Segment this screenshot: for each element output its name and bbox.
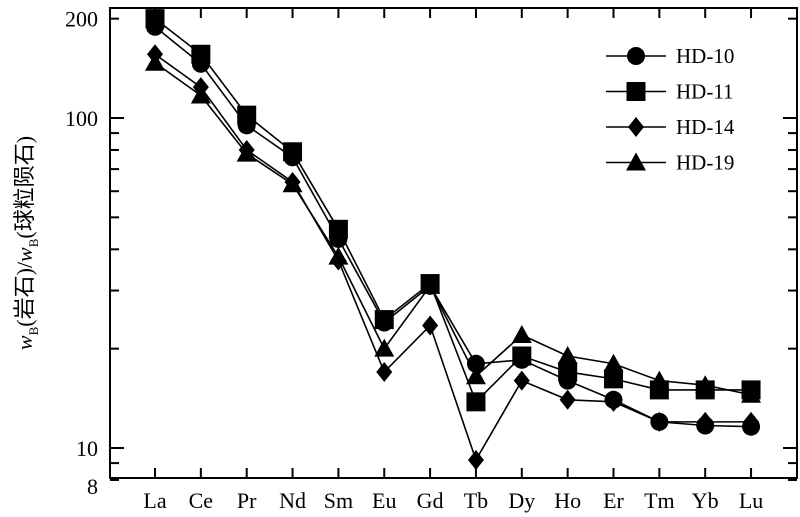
x-tick-label: Lu xyxy=(739,488,763,513)
data-point-hd-11 xyxy=(237,105,257,125)
legend-label: HD-10 xyxy=(676,44,734,68)
data-point-hd-14 xyxy=(422,315,439,336)
data-point-hd-11 xyxy=(191,44,211,64)
data-point-hd-10 xyxy=(466,354,485,373)
x-tick-label: Eu xyxy=(372,488,396,513)
x-tick-label: Er xyxy=(603,488,624,513)
legend-marker xyxy=(628,117,644,137)
y-axis-title-sub1: B xyxy=(26,326,41,335)
data-point-hd-19 xyxy=(145,52,165,71)
x-tick-label: Gd xyxy=(417,488,444,513)
x-tick-label: Pr xyxy=(237,488,257,513)
data-point-hd-19 xyxy=(236,143,257,162)
data-point-hd-11 xyxy=(512,346,532,366)
legend-marker xyxy=(626,82,646,101)
data-point-hd-11 xyxy=(374,310,394,330)
legend: HD-10 HD-11 HD-14 HD-19 xyxy=(606,44,735,175)
data-point-hd-19 xyxy=(465,366,486,385)
data-point-hd-19 xyxy=(649,370,670,389)
legend-label: HD-19 xyxy=(676,151,734,175)
data-point-hd-14 xyxy=(559,389,576,410)
x-tick-label: Tb xyxy=(464,488,488,513)
data-point-hd-11 xyxy=(466,392,486,412)
data-point-hd-11 xyxy=(604,369,623,389)
data-point-hd-19 xyxy=(741,384,762,403)
y-axis-title-text1: (岩石)/ xyxy=(12,261,37,327)
y-axis-title-w1: w xyxy=(12,335,37,350)
data-point-hd-11 xyxy=(283,142,303,162)
data-point-hd-19 xyxy=(511,325,532,344)
data-point-hd-19 xyxy=(190,85,211,104)
data-point-hd-14 xyxy=(605,391,622,412)
data-point-hd-14 xyxy=(743,411,760,432)
x-tick-label: Dy xyxy=(508,488,535,513)
data-point-hd-14 xyxy=(376,361,393,382)
series-line-hd-10 xyxy=(154,26,752,428)
data-point-hd-11 xyxy=(558,362,578,382)
legend-label: HD-14 xyxy=(676,115,735,139)
series-markers xyxy=(145,9,762,470)
data-point-hd-14 xyxy=(651,411,668,432)
data-point-hd-19 xyxy=(328,246,349,265)
legend-label: HD-11 xyxy=(676,80,734,104)
y-axis-title-text2: (球粒陨石) xyxy=(12,136,37,239)
data-point-hd-19 xyxy=(282,174,303,193)
data-point-hd-19 xyxy=(695,375,716,394)
y-tick-label: 100 xyxy=(65,106,98,131)
data-point-hd-19 xyxy=(420,275,441,294)
y-axis-title-sub2: B xyxy=(26,238,41,247)
legend-marker xyxy=(626,152,646,171)
data-point-hd-19 xyxy=(557,346,578,365)
plot-frame xyxy=(109,7,798,479)
x-tick-label: Nd xyxy=(279,488,306,513)
y-tick-label: 200 xyxy=(65,7,98,32)
x-tick-label: Ho xyxy=(554,488,581,513)
data-point-hd-11 xyxy=(328,219,348,239)
data-point-hd-19 xyxy=(374,338,395,357)
x-tick-label: Sm xyxy=(324,488,353,513)
data-point-hd-14 xyxy=(513,370,530,391)
y-tick-label: 8 xyxy=(87,474,98,499)
x-tick-labels: La Ce Pr Nd Sm Eu Gd Tb Dy Ho Er Tm Yb Lu xyxy=(143,488,763,513)
y-axis-title: wB(岩石)/wB(球粒陨石) xyxy=(12,136,41,350)
x-tick-label: Tm xyxy=(644,488,675,513)
data-point-hd-11 xyxy=(145,9,165,29)
data-point-hd-14 xyxy=(697,411,714,432)
data-point-hd-14 xyxy=(467,449,484,470)
axis-ticks xyxy=(110,8,797,481)
legend-marker xyxy=(627,47,645,65)
x-tick-label: La xyxy=(143,488,166,513)
y-tick-labels: 8 10 100 200 xyxy=(65,7,98,499)
x-tick-label: Yb xyxy=(692,488,719,513)
series-line-hd-11 xyxy=(154,18,752,404)
data-point-hd-19 xyxy=(603,353,624,372)
x-tick-label: Ce xyxy=(189,488,213,513)
y-axis-title-w2: w xyxy=(12,247,37,262)
y-tick-label: 10 xyxy=(76,436,98,461)
